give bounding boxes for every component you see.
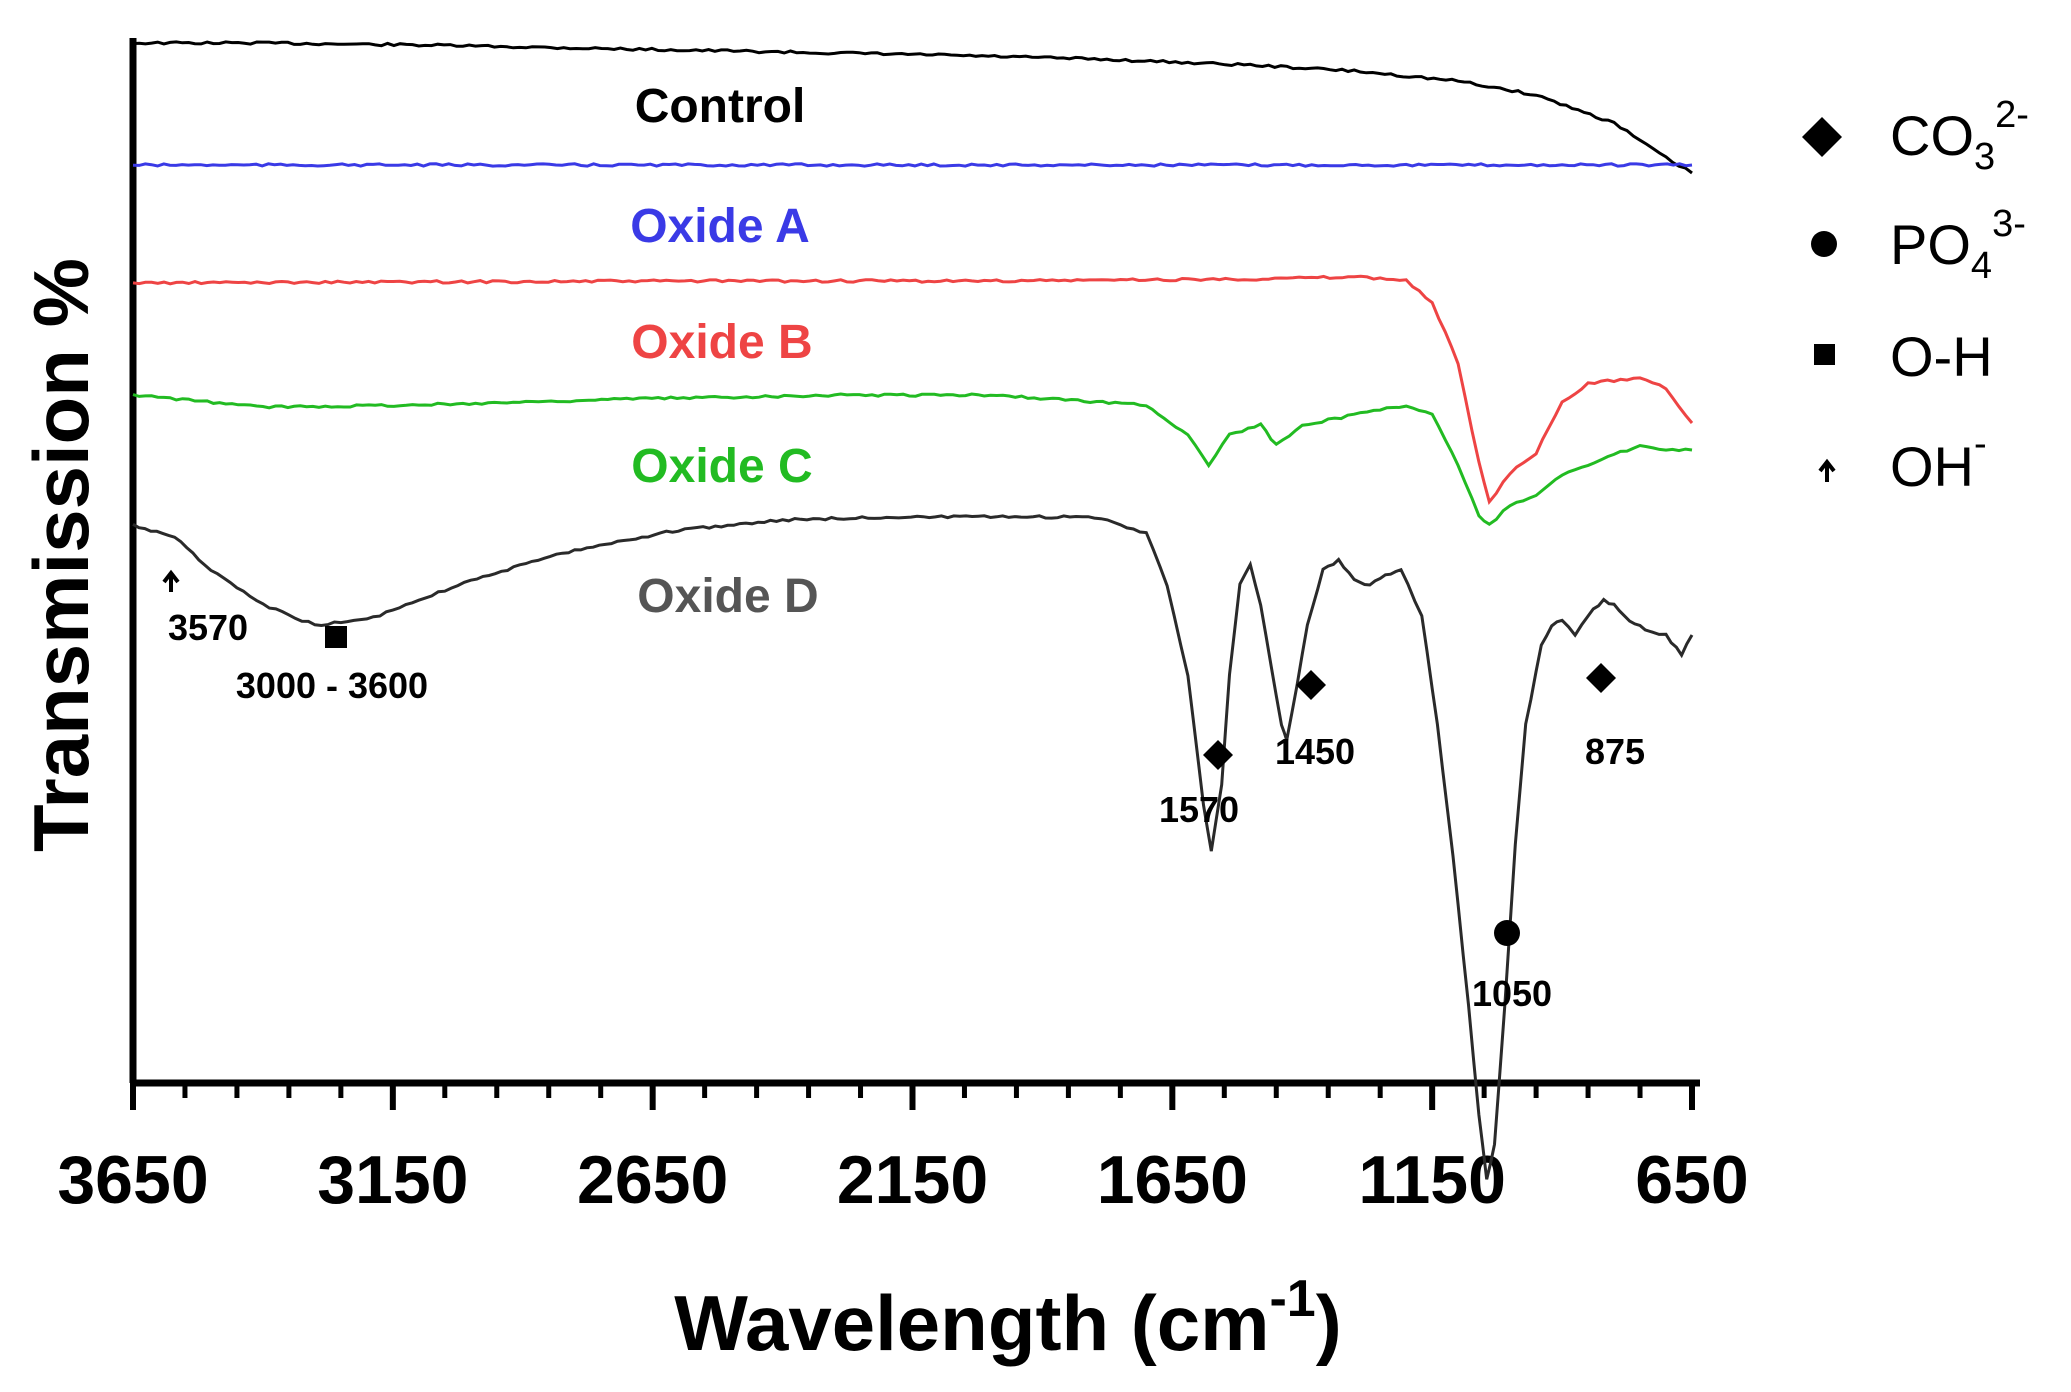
x-tick-label: 3650 — [57, 1142, 208, 1218]
series-line-oxide-c — [132, 392, 1693, 526]
series-group — [132, 40, 1694, 1180]
series-label-oxide-c: Oxide C — [631, 440, 812, 493]
annotation-label: 1570 — [1159, 789, 1239, 830]
diamond-marker-icon — [1586, 663, 1616, 693]
annotation-label: 1450 — [1275, 731, 1355, 772]
legend-label: OH- — [1890, 423, 1987, 498]
annotation-1570: 1570 — [1159, 740, 1239, 830]
legend-item-oh: O-H — [1814, 325, 1993, 388]
legend-item-carbonate: CO32- — [1802, 94, 2029, 178]
x-tick-label: 1150 — [1358, 1142, 1506, 1218]
series-label-oxide-b: Oxide B — [631, 316, 812, 369]
legend-label: PO43- — [1890, 203, 2026, 287]
series-line-oxide-b — [132, 274, 1694, 506]
series-label-control: Control — [635, 80, 806, 133]
x-tick-label: 3150 — [317, 1142, 468, 1218]
arrow-marker-icon — [162, 569, 180, 592]
x-axis-tick-labels: 3650 3150 2650 2150 1650 1150 650 — [57, 1142, 1748, 1218]
series-label-oxide-a: Oxide A — [630, 200, 810, 253]
annotation-label: 1050 — [1472, 973, 1552, 1014]
x-tick-label: 2650 — [577, 1142, 728, 1218]
diamond-marker-icon — [1203, 740, 1233, 770]
series-line-oxide-d — [132, 514, 1694, 1180]
legend-item-hydroxide: OH- — [1818, 423, 1987, 498]
annotation-1450: 1450 — [1275, 670, 1355, 772]
diamond-marker-icon — [1296, 670, 1326, 700]
x-axis-title-main: Wavelength (cm — [674, 1279, 1269, 1367]
x-axis-title-close: ) — [1316, 1279, 1342, 1367]
legend-item-phosphate: PO43- — [1811, 203, 2026, 287]
annotation-3000-3600: 3000 - 3600 — [236, 626, 428, 706]
series-line-oxide-a — [132, 162, 1693, 168]
legend-label: O-H — [1890, 325, 1993, 388]
annotation-1050: 1050 — [1472, 920, 1552, 1014]
square-legend-icon — [1814, 344, 1835, 365]
annotation-label: 3570 — [168, 607, 248, 648]
x-axis-title-sup: -1 — [1269, 1270, 1315, 1328]
annotation-3570: 3570 — [162, 569, 248, 648]
circle-legend-icon — [1811, 231, 1837, 257]
legend: CO32- PO43- O-H OH- — [1802, 94, 2029, 498]
annotation-875: 875 — [1585, 663, 1645, 772]
square-marker-icon — [325, 626, 347, 648]
x-tick-label: 2150 — [837, 1142, 988, 1218]
diamond-legend-icon — [1802, 117, 1842, 157]
arrow-legend-icon — [1818, 458, 1836, 482]
x-axis-ticks — [130, 1083, 1695, 1110]
x-tick-label: 1650 — [1097, 1142, 1248, 1218]
x-tick-label: 650 — [1635, 1142, 1748, 1218]
y-axis-title: Transmission % — [17, 258, 105, 852]
circle-marker-icon — [1494, 920, 1520, 946]
legend-label: CO32- — [1890, 94, 2029, 178]
annotation-label: 3000 - 3600 — [236, 665, 428, 706]
series-line-control — [132, 40, 1693, 175]
series-label-oxide-d: Oxide D — [637, 570, 818, 623]
annotation-label: 875 — [1585, 731, 1645, 772]
x-axis-title: Wavelength (cm-1) — [674, 1270, 1341, 1367]
